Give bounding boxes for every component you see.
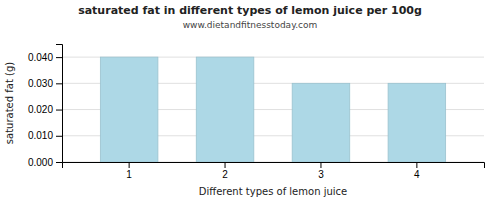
x-tick-label: 4 bbox=[414, 169, 420, 180]
y-tick-label: 0.000 bbox=[28, 157, 53, 168]
x-tick: 3 bbox=[318, 162, 324, 180]
y-tick-mark bbox=[56, 57, 62, 58]
y-tick-mark bbox=[56, 83, 62, 84]
y-tick-mark bbox=[56, 162, 62, 163]
y-tick: 0.020 bbox=[28, 104, 62, 115]
y-tick-label: 0.030 bbox=[28, 78, 53, 89]
x-tick: 1 bbox=[126, 162, 132, 180]
chart: 0.000 0.010 0.020 0.030 0.040 1 2 3 4 saturated f… bbox=[0, 0, 500, 200]
subtitle: www.dietandfitnesstoday.com bbox=[183, 20, 318, 30]
y-axis: 0.000 0.010 0.020 0.030 0.040 bbox=[28, 45, 63, 168]
x-tick-label: 3 bbox=[318, 169, 324, 180]
y-tick: 0.000 bbox=[28, 157, 62, 168]
y-tick-label: 0.010 bbox=[28, 130, 53, 141]
y-tick: 0.030 bbox=[28, 78, 62, 89]
y-tick-label: 0.040 bbox=[28, 52, 53, 63]
y-tick: 0.040 bbox=[28, 52, 62, 63]
plot-area bbox=[100, 57, 445, 162]
x-tick-label: 2 bbox=[222, 169, 228, 180]
y-axis-title: saturated fat (g) bbox=[4, 62, 15, 144]
x-axis-title: Different types of lemon juice bbox=[199, 186, 347, 197]
y-tick-mark bbox=[56, 110, 62, 111]
bar bbox=[388, 83, 446, 162]
x-tick-label: 1 bbox=[126, 169, 132, 180]
x-tick: 2 bbox=[222, 162, 228, 180]
bar bbox=[292, 83, 350, 162]
grid bbox=[62, 57, 484, 162]
x-tick: 4 bbox=[414, 162, 420, 180]
x-tick-mark bbox=[416, 162, 417, 168]
bar bbox=[100, 57, 158, 162]
x-axis-line bbox=[63, 163, 485, 169]
title: saturated fat in different types of lemo… bbox=[78, 4, 422, 17]
y-tick-label: 0.020 bbox=[28, 104, 53, 115]
x-tick-mark bbox=[129, 162, 130, 168]
x-tick-mark bbox=[225, 162, 226, 168]
y-axis-line bbox=[56, 45, 63, 163]
bar bbox=[196, 57, 254, 162]
x-tick-mark bbox=[320, 162, 321, 168]
x-axis: 1 2 3 4 bbox=[63, 162, 485, 180]
y-tick-mark bbox=[56, 136, 62, 137]
y-tick: 0.010 bbox=[28, 130, 62, 141]
